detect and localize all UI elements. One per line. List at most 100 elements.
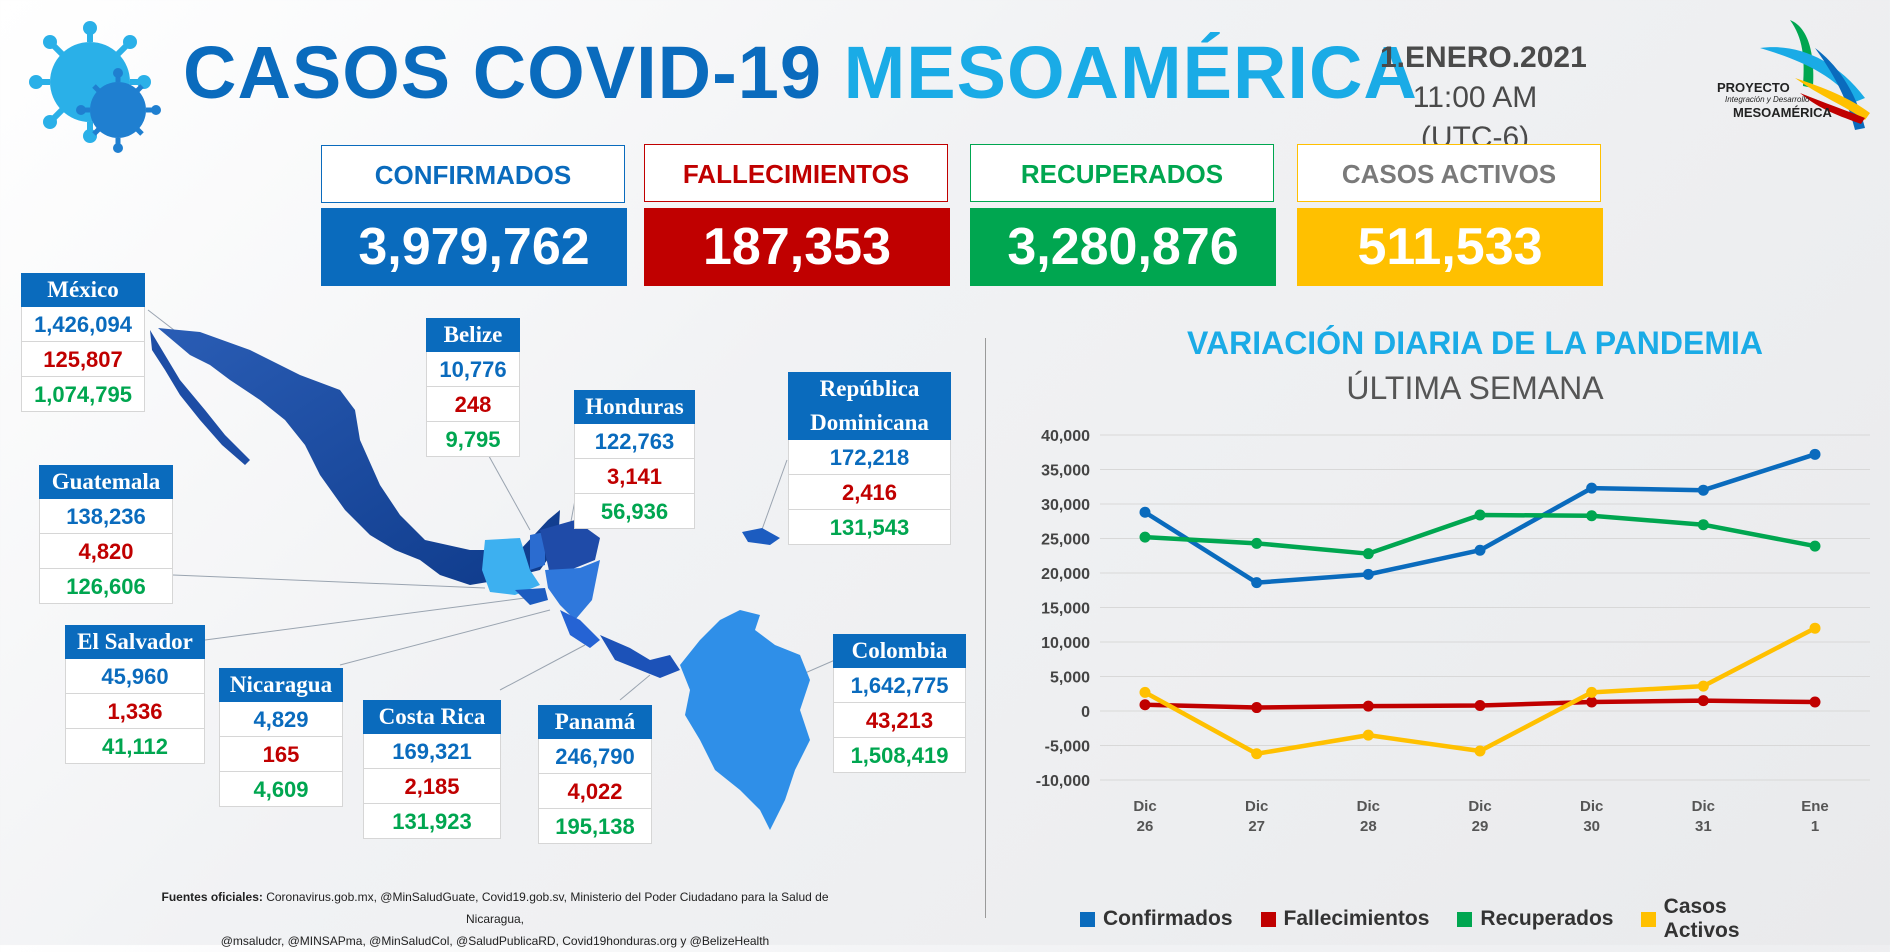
sources-label: Fuentes oficiales:: [161, 890, 263, 904]
y-tick-label: 20,000: [1041, 566, 1090, 583]
country-name-nicaragua: Nicaragua: [219, 668, 343, 702]
logo-text-3: MESOAMÉRICA: [1733, 105, 1832, 120]
x-tick-label: 27: [1248, 818, 1265, 835]
data-point-confirmados: [1251, 577, 1263, 589]
data-point-confirmados: [1474, 544, 1486, 556]
title-part1: CASOS COVID-19: [183, 31, 823, 114]
data-point-confirmados: [1809, 448, 1821, 460]
country-name-rep-dom-1: República: [788, 372, 951, 406]
country-table-panama: Panamá 246,790 4,022 195,138: [538, 705, 652, 844]
x-tick-label: Dic: [1357, 798, 1380, 815]
data-point-fallecimientos: [1251, 702, 1263, 714]
rep-dom-fallecimientos: 2,416: [788, 475, 951, 510]
y-tick-label: 10,000: [1041, 635, 1090, 652]
data-point-fallecimientos: [1697, 695, 1709, 707]
el-salvador-recuperados: 41,112: [65, 729, 205, 764]
line-chart: -10,000 -5,000 0 5,000 10,000 15,000 20,000 25,…: [995, 415, 1875, 860]
country-table-belize: Belize 10,776 248 9,795: [426, 318, 520, 457]
legend-item-fallecimientos: Fallecimientos: [1260, 895, 1430, 943]
mexico-fallecimientos: 125,807: [21, 342, 145, 377]
legend-label: Confirmados: [1103, 907, 1233, 930]
chart-title: VARIACIÓN DIARIA DE LA PANDEMIA: [1187, 325, 1763, 361]
colombia-recuperados: 1,508,419: [833, 738, 966, 773]
panama-confirmados: 246,790: [538, 739, 652, 774]
kpi-label-recuperados: RECUPERADOS: [970, 144, 1274, 202]
title-part2: MESOAMÉRICA: [843, 31, 1418, 114]
x-tick-label: 28: [1360, 818, 1377, 835]
data-point-recuperados: [1139, 531, 1151, 543]
x-tick-label: Dic: [1133, 798, 1156, 815]
nicaragua-fallecimientos: 165: [219, 737, 343, 772]
legend-swatch: [1260, 911, 1276, 927]
x-tick-label: Dic: [1245, 798, 1268, 815]
legend-item-recuperados: Recuperados: [1457, 895, 1613, 943]
x-tick-label: Dic: [1692, 798, 1715, 815]
mesoamerica-map: [0, 270, 980, 875]
kpi-value-casos-activos: 511,533: [1297, 208, 1603, 286]
country-table-el-salvador: El Salvador 45,960 1,336 41,112: [65, 625, 205, 764]
mexico-confirmados: 1,426,094: [21, 307, 145, 342]
colombia-fallecimientos: 43,213: [833, 703, 966, 738]
country-name-panama: Panamá: [538, 705, 652, 739]
data-point-recuperados: [1809, 540, 1821, 552]
y-tick-label: 0: [1081, 704, 1090, 721]
data-point-confirmados: [1586, 482, 1598, 494]
el-salvador-confirmados: 45,960: [65, 659, 205, 694]
legend-label: Recuperados: [1480, 907, 1614, 930]
data-point-casos-activos: [1362, 729, 1374, 741]
mexico-recuperados: 1,074,795: [21, 377, 145, 412]
country-table-mexico: México 1,426,094 125,807 1,074,795: [21, 273, 145, 412]
y-tick-label: 5,000: [1050, 670, 1090, 687]
el-salvador-fallecimientos: 1,336: [65, 694, 205, 729]
kpi-label-fallecimientos: FALLECIMIENTOS: [644, 144, 948, 202]
x-tick-label: 29: [1472, 818, 1489, 835]
rep-dom-confirmados: 172,218: [788, 440, 951, 475]
country-name-guatemala: Guatemala: [39, 465, 173, 499]
x-tick-label: 1: [1811, 818, 1819, 835]
legend-item-casos-activos: Casos Activos: [1641, 895, 1800, 943]
kpi-value-recuperados: 3,280,876: [970, 208, 1276, 286]
data-point-recuperados: [1251, 537, 1263, 549]
y-tick-label: 30,000: [1041, 497, 1090, 514]
x-tick-label: Dic: [1580, 798, 1603, 815]
project-logo: PROYECTO Integración y Desarrollo MESOAM…: [1715, 18, 1875, 148]
legend-swatch: [1457, 911, 1473, 927]
data-point-recuperados: [1474, 509, 1486, 521]
nicaragua-recuperados: 4,609: [219, 772, 343, 807]
virus-icon: [28, 20, 173, 165]
panama-recuperados: 195,138: [538, 809, 652, 844]
kpi-value-confirmados: 3,979,762: [321, 208, 627, 286]
data-point-casos-activos: [1586, 686, 1598, 698]
country-name-mexico: México: [21, 273, 145, 307]
country-name-honduras: Honduras: [574, 390, 695, 424]
data-point-confirmados: [1139, 506, 1151, 518]
rep-dom-recuperados: 131,543: [788, 510, 951, 545]
logo-text-2: Integración y Desarrollo: [1725, 95, 1810, 104]
sources-line1: Coronavirus.gob.mx, @MinSaludGuate, Covi…: [266, 890, 829, 926]
page-title: CASOS COVID-19 MESOAMÉRICA: [183, 28, 1418, 118]
data-point-fallecimientos: [1139, 699, 1151, 711]
country-name-belize: Belize: [426, 318, 520, 352]
country-name-rep-dom-2: Dominicana: [788, 406, 951, 440]
country-table-nicaragua: Nicaragua 4,829 165 4,609: [219, 668, 343, 807]
data-point-casos-activos: [1809, 622, 1821, 634]
belize-recuperados: 9,795: [426, 422, 520, 457]
x-tick-label: 26: [1137, 818, 1154, 835]
data-point-fallecimientos: [1586, 696, 1598, 708]
legend-item-confirmados: Confirmados: [1080, 895, 1233, 943]
y-tick-label: 25,000: [1041, 532, 1090, 549]
guatemala-fallecimientos: 4,820: [39, 534, 173, 569]
data-point-casos-activos: [1139, 686, 1151, 698]
data-point-casos-activos: [1474, 745, 1486, 757]
belize-fallecimientos: 248: [426, 387, 520, 422]
legend-label: Fallecimientos: [1283, 907, 1430, 930]
data-point-confirmados: [1697, 484, 1709, 496]
y-tick-label: 15,000: [1041, 601, 1090, 618]
country-name-el-salvador: El Salvador: [65, 625, 205, 659]
y-tick-label: 35,000: [1041, 463, 1090, 480]
colombia-confirmados: 1,642,775: [833, 668, 966, 703]
legend-swatch: [1641, 911, 1656, 927]
data-point-recuperados: [1697, 519, 1709, 531]
data-point-recuperados: [1586, 510, 1598, 522]
x-tick-label: 30: [1583, 818, 1600, 835]
